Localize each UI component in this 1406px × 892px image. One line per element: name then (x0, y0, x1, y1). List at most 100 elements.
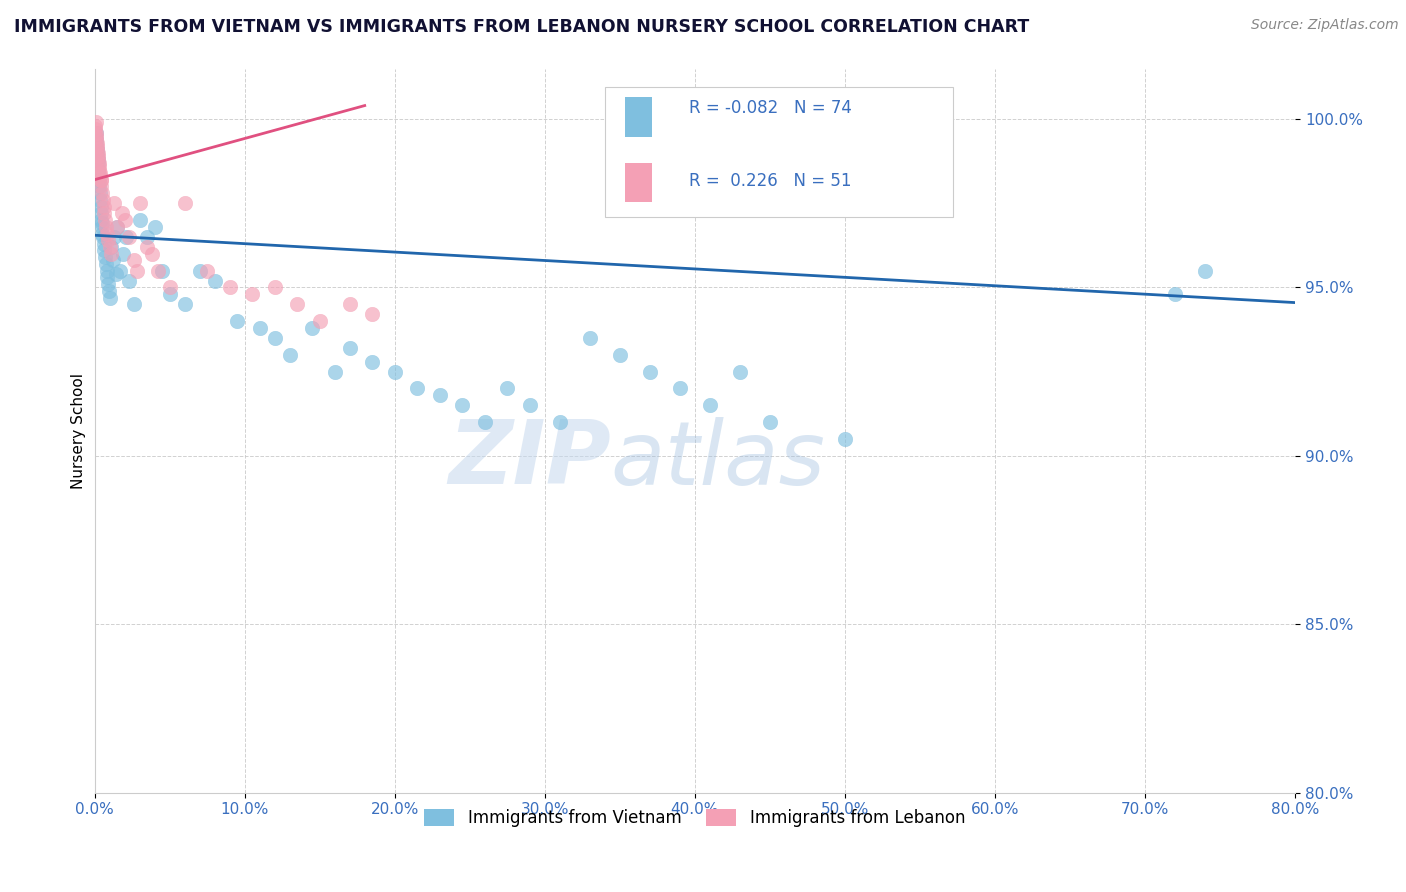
Point (384, 365, 406, 379)
Point (361, 354, 384, 368)
Point (93, 244, 115, 258)
Point (1164, 287, 1187, 301)
Point (578, 331, 600, 345)
Point (609, 348, 631, 362)
Point (87, 169, 110, 184)
Point (84, 119, 107, 133)
Point (100, 246, 122, 260)
Point (90, 200, 112, 214)
Point (728, 365, 751, 379)
Point (86, 145, 108, 160)
Point (97, 277, 120, 291)
Point (86, 145, 108, 160)
Bar (626, 162, 652, 202)
Point (122, 297, 145, 311)
Point (86, 132, 108, 146)
Point (89, 186, 111, 201)
Point (96, 263, 118, 277)
Point (87, 156, 110, 170)
Point (101, 253, 124, 268)
Point (84, 132, 107, 146)
Point (429, 388, 451, 402)
Point (84, 122, 107, 136)
Point (150, 263, 173, 277)
Point (834, 432, 856, 446)
Point (93, 200, 115, 214)
Point (86, 142, 108, 156)
Point (136, 230, 159, 244)
Point (86, 139, 108, 153)
Point (519, 398, 541, 412)
Point (98, 291, 121, 305)
Point (699, 398, 721, 412)
FancyBboxPatch shape (605, 87, 953, 217)
Bar (626, 97, 652, 137)
Text: ZIP: ZIP (449, 416, 610, 503)
Point (263, 280, 285, 294)
Point (146, 263, 169, 277)
Point (86, 136, 108, 150)
Point (474, 415, 496, 429)
Point (173, 297, 195, 311)
Point (240, 287, 263, 301)
Point (93, 236, 115, 251)
Point (89, 169, 111, 184)
Point (285, 297, 308, 311)
Point (98, 240, 121, 254)
Point (94, 219, 117, 234)
Point (451, 398, 474, 412)
Point (84, 115, 107, 129)
Point (141, 246, 163, 260)
Point (86, 136, 108, 150)
Point (278, 348, 301, 362)
Point (100, 240, 122, 254)
Point (87, 159, 110, 173)
Point (97, 284, 120, 298)
Point (86, 142, 108, 156)
Text: Source: ZipAtlas.com: Source: ZipAtlas.com (1251, 18, 1399, 32)
Point (84, 128, 107, 143)
Point (108, 263, 131, 277)
Point (87, 156, 110, 170)
Point (143, 219, 166, 234)
Point (638, 365, 661, 379)
Point (89, 172, 111, 186)
Point (308, 314, 330, 328)
Point (90, 219, 112, 234)
Point (339, 341, 361, 355)
Point (84, 128, 107, 143)
Point (91, 217, 114, 231)
Text: IMMIGRANTS FROM VIETNAM VS IMMIGRANTS FROM LEBANON NURSERY SCHOOL CORRELATION CH: IMMIGRANTS FROM VIETNAM VS IMMIGRANTS FR… (14, 18, 1029, 36)
Point (84, 126, 107, 140)
Point (93, 206, 115, 220)
Point (173, 196, 195, 211)
Point (122, 253, 145, 268)
Point (84, 126, 107, 140)
Point (90, 213, 112, 227)
Point (110, 206, 132, 220)
Point (263, 331, 285, 345)
Point (226, 314, 249, 328)
Point (1194, 263, 1216, 277)
Point (96, 270, 118, 285)
Point (104, 267, 127, 281)
Point (112, 246, 135, 260)
Text: R = -0.082   N = 74: R = -0.082 N = 74 (689, 99, 852, 118)
Point (96, 227, 118, 241)
Point (89, 162, 111, 177)
Point (301, 321, 323, 335)
Point (118, 230, 141, 244)
Point (128, 213, 150, 227)
Point (159, 287, 181, 301)
Point (759, 415, 782, 429)
Point (159, 280, 181, 294)
Point (90, 179, 112, 194)
Text: atlas: atlas (610, 417, 825, 502)
Text: R =  0.226   N = 51: R = 0.226 N = 51 (689, 172, 852, 190)
Point (218, 280, 240, 294)
Point (91, 186, 114, 201)
Point (103, 196, 125, 211)
Point (204, 274, 226, 288)
Point (90, 206, 112, 220)
Point (125, 263, 148, 277)
